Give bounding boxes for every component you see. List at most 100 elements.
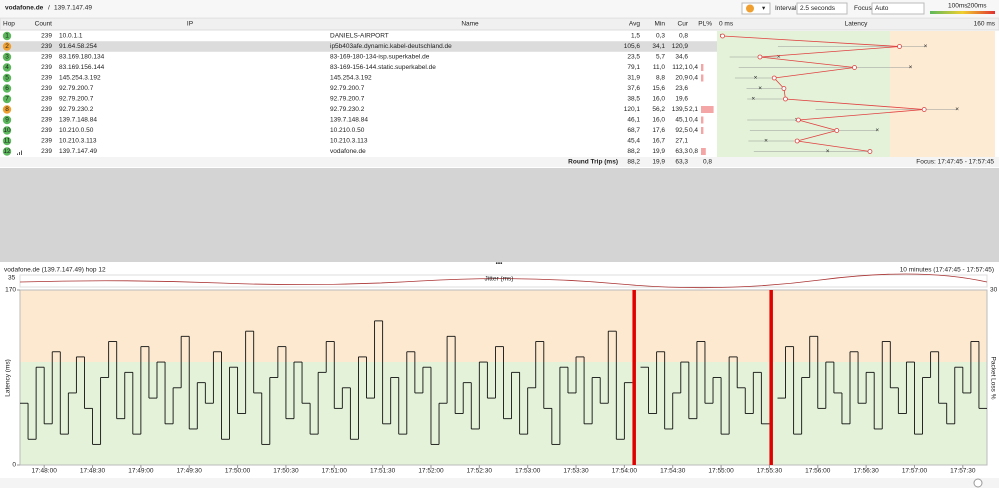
packet-loss-bar (701, 64, 704, 71)
avg-marker (897, 44, 902, 49)
name: 83-169-180-134-isp.superkabel.de (330, 54, 430, 61)
ip: 83.169.180.134 (59, 54, 105, 61)
packet-loss: 0,8 (689, 148, 698, 155)
hop: 8 (5, 106, 9, 113)
hop: 10 (3, 127, 11, 134)
target-ip: 139.7.147.49 (54, 5, 92, 12)
name: 92.79.230.2 (330, 106, 365, 113)
cur: 139,5 (672, 106, 689, 113)
cur: 92,5 (675, 127, 688, 134)
threshold-label: 200ms (967, 3, 987, 10)
column-header: Avg (629, 21, 640, 28)
signal-icon (21, 150, 22, 155)
name: 10.210.0.50 (330, 127, 365, 134)
packet-loss: 0,4 (689, 64, 698, 71)
hop: 1 (5, 33, 9, 40)
separator: / (48, 5, 50, 12)
avg-marker (867, 149, 873, 154)
cur: 45,1 (675, 117, 688, 124)
splitter[interactable]: ••• (496, 261, 504, 268)
avg: 23,5 (627, 54, 640, 61)
column-header: Hop (3, 21, 15, 28)
hop: 9 (5, 117, 9, 124)
cur-marker: × (909, 64, 913, 71)
count: 239 (41, 33, 52, 40)
avg: 46,1 (627, 117, 640, 124)
hop: 4 (5, 64, 9, 71)
round-trip-min: 19,9 (652, 159, 665, 166)
hop-status (2, 42, 12, 51)
avg: 68,7 (627, 127, 640, 134)
scroll-handle[interactable] (973, 478, 983, 488)
round-trip-label: Round Trip (ms) (568, 159, 618, 166)
avg: 1,5 (631, 33, 640, 40)
hop-status (2, 73, 12, 83)
scrollbar[interactable] (0, 478, 999, 488)
count: 239 (41, 85, 52, 92)
avg-marker (757, 54, 763, 60)
jitter-max: 35 (8, 275, 16, 282)
latency-scale-max: 160 ms (974, 21, 996, 28)
cur: 0,8 (679, 33, 688, 40)
cur-marker: × (764, 138, 768, 145)
y-tick-label: 0 (12, 462, 16, 469)
min: 0,3 (656, 33, 665, 40)
packet-loss-bar (701, 74, 704, 82)
graph-range: 10 minutes (17:47:45 - 17:57:45) (900, 267, 994, 274)
name: DANIELS-AIRPORT (330, 33, 389, 40)
round-trip-avg: 88,2 (627, 159, 640, 166)
cur: 34,6 (675, 54, 688, 61)
x-tick-label: 17:52:00 (418, 468, 444, 475)
hop: 11 (4, 138, 11, 145)
focus-label: Focus (854, 5, 872, 12)
signal-icon (19, 152, 20, 155)
cur: 112,1 (672, 64, 688, 71)
signal-icon (17, 153, 18, 155)
column-header: Cur (678, 21, 689, 28)
interval-select[interactable] (796, 2, 848, 15)
ip: 139.7.147.49 (59, 148, 97, 155)
round-trip-cur: 63,3 (675, 159, 688, 166)
cur-marker: × (955, 106, 959, 113)
pause-icon (746, 4, 754, 13)
name: 139.7.148.84 (330, 117, 368, 124)
column-header: PL% (698, 21, 712, 28)
x-tick-label: 17:53:00 (515, 468, 541, 475)
count: 239 (41, 96, 52, 103)
packet-loss: 0,4 (689, 127, 698, 134)
x-tick-label: 17:48:30 (80, 468, 106, 475)
focus-value: Auto (875, 5, 889, 12)
x-tick-label: 17:52:30 (467, 468, 493, 475)
cur-marker: × (924, 43, 928, 50)
x-tick-label: 17:55:30 (757, 468, 783, 475)
x-tick-label: 17:49:30 (177, 468, 203, 475)
name: 145.254.3.192 (330, 75, 372, 82)
min: 8,8 (656, 75, 665, 82)
hop-status (2, 147, 12, 156)
ip: 10.0.1.1 (59, 33, 83, 40)
y2-tick-label: 30 (990, 287, 998, 294)
target: vodafone.de (5, 5, 44, 12)
count: 239 (41, 43, 52, 50)
avg: 120,1 (624, 106, 641, 113)
focus-select[interactable] (871, 2, 925, 15)
cur-marker: × (826, 148, 830, 155)
ip: 91.64.58.254 (59, 43, 97, 50)
name: 10.210.3.113 (330, 138, 368, 145)
min: 16,0 (652, 117, 665, 124)
count: 239 (41, 117, 52, 124)
cur: 19,6 (675, 96, 688, 103)
min: 11,0 (653, 64, 666, 71)
min: 15,6 (652, 85, 665, 92)
x-tick-label: 17:53:30 (563, 468, 589, 475)
count: 239 (41, 75, 52, 82)
column-header: Name (461, 21, 479, 28)
latency-good-zone (717, 31, 890, 157)
pause-button[interactable] (741, 2, 771, 15)
threshold-label: 100ms (948, 3, 968, 10)
x-tick-label: 17:50:30 (273, 468, 299, 475)
x-tick-label: 17:51:30 (370, 468, 396, 475)
packet-loss (632, 290, 636, 465)
cur-marker: × (777, 54, 781, 61)
